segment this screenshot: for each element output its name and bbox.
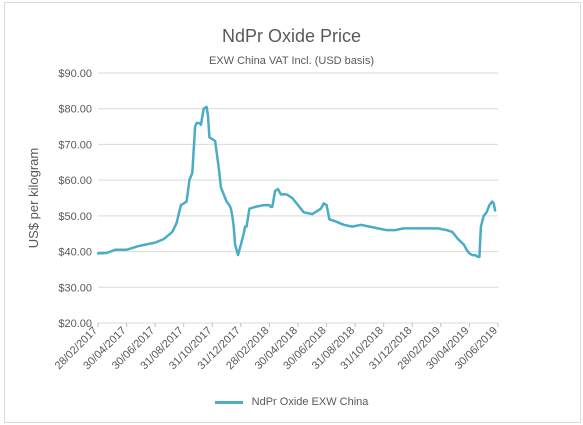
y-tick-label: $50.00 — [58, 211, 92, 223]
chart-title: NdPr Oxide Price — [221, 26, 362, 46]
y-axis-title: US$ per kilogram — [26, 148, 41, 248]
chart-legend: NdPr Oxide EXW China — [0, 396, 583, 408]
y-tick-label: $40.00 — [58, 247, 92, 259]
chart-subtitle: EXW China VAT Incl. (USD basis) — [208, 55, 375, 67]
y-tick-label: $80.00 — [58, 104, 92, 116]
y-tick-label: $70.00 — [58, 139, 92, 151]
chart-frame — [4, 2, 581, 423]
y-tick-label: $20.00 — [58, 318, 92, 330]
y-tick-label: $90.00 — [58, 68, 92, 80]
legend-line-swatch — [214, 400, 243, 404]
legend-label: NdPr Oxide EXW China — [251, 396, 369, 408]
y-tick-label: $30.00 — [58, 282, 92, 294]
series-line — [96, 105, 497, 259]
y-tick-label: $60.00 — [58, 175, 92, 187]
